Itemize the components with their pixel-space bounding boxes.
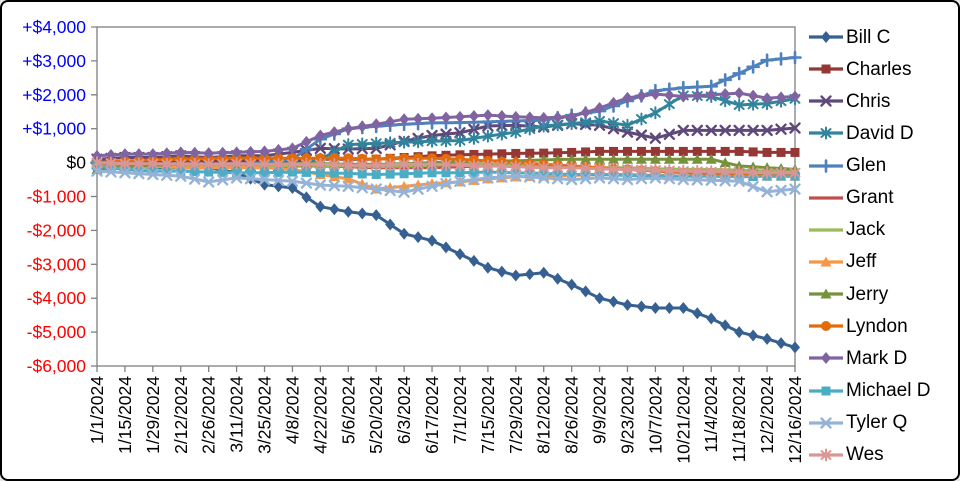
legend-marker-jeff-icon	[809, 256, 843, 267]
legend-label-chris: Chris	[846, 90, 891, 112]
y-axis-label: +$3,000	[22, 51, 86, 71]
x-axis-label: 7/29/2024	[506, 376, 526, 454]
x-axis-label: 11/4/2024	[701, 376, 721, 453]
x-axis-label: 5/20/2024	[366, 376, 386, 454]
series-tyler-q	[91, 165, 801, 198]
x-axis-label: 2/26/2024	[199, 376, 219, 454]
legend-marker-mark-d-icon	[809, 352, 843, 365]
legend-item-wes: Wes	[808, 440, 958, 470]
x-axis-label: 5/6/2024	[338, 376, 358, 444]
legend-marker-bill-c-icon	[809, 31, 843, 43]
x-axis-label: 3/25/2024	[255, 376, 275, 454]
legend-item-michael-d: Michael D	[808, 376, 958, 406]
legend-label-charles: Charles	[846, 58, 912, 80]
legend-item-charles: Charles	[808, 54, 958, 84]
legend-label-glen: Glen	[846, 155, 887, 177]
series-wes	[91, 156, 801, 180]
y-axis-label: -$3,000	[27, 254, 87, 274]
y-axis-label: +$2,000	[22, 85, 86, 105]
y-axis-label: -$1,000	[27, 187, 87, 207]
x-axis-label: 1/29/2024	[143, 376, 163, 454]
legend-marker-glen-icon	[809, 158, 843, 173]
legend-label-grant: Grant	[846, 187, 894, 209]
x-axis-label: 7/15/2024	[478, 376, 498, 454]
y-axis-label: -$2,000	[27, 220, 87, 240]
legend-label-wes: Wes	[846, 444, 884, 466]
plot-border	[96, 26, 796, 367]
x-axis-label: 9/9/2024	[590, 376, 610, 444]
x-axis-label: 7/1/2024	[450, 376, 470, 444]
legend-label-bill-c: Bill C	[846, 26, 891, 48]
y-axis-label: -$4,000	[27, 288, 87, 308]
legend-item-glen: Glen	[808, 151, 958, 181]
x-axis-label: 9/23/2024	[617, 376, 637, 454]
legend-marker-grant-icon	[809, 196, 843, 200]
legend-label-jack: Jack	[846, 219, 886, 241]
legend-label-michael-d: Michael D	[846, 380, 931, 402]
legend-label-mark-d: Mark D	[846, 347, 908, 369]
x-axis-label: 1/1/2024	[87, 376, 107, 444]
y-axis-label: $0	[67, 153, 87, 173]
legend-item-chris: Chris	[808, 86, 958, 116]
x-axis-label: 6/3/2024	[394, 376, 414, 444]
legend-item-jerry: Jerry	[808, 279, 958, 309]
y-axis-label: -$5,000	[27, 322, 87, 342]
legend-item-tyler-q: Tyler Q	[808, 408, 958, 438]
legend-marker-lyndon-icon	[809, 321, 843, 332]
legend-marker-wes-icon	[809, 448, 843, 462]
y-axis-label: +$1,000	[22, 119, 86, 139]
legend-label-tyler-q: Tyler Q	[846, 412, 908, 434]
y-axis-label: +$4,000	[22, 17, 86, 37]
y-axis-label: -$6,000	[27, 356, 87, 376]
x-axis-label: 8/12/2024	[534, 376, 554, 454]
x-axis-label: 10/21/2024	[673, 376, 693, 464]
series-mark-d	[92, 87, 800, 162]
legend-label-david-d: David D	[846, 122, 914, 144]
x-axis-label: 12/2/2024	[757, 376, 777, 454]
x-axis-label: 6/17/2024	[422, 376, 442, 454]
legend-label-jerry: Jerry	[846, 283, 889, 305]
x-axis-label: 3/11/2024	[227, 376, 247, 453]
x-axis-label: 4/8/2024	[282, 376, 302, 444]
x-axis-label: 1/15/2024	[115, 376, 135, 454]
legend-label-lyndon: Lyndon	[846, 315, 908, 337]
legend-item-grant: Grant	[808, 183, 958, 213]
x-axis-label: 4/22/2024	[310, 376, 330, 454]
x-axis-label: 11/18/2024	[729, 376, 749, 463]
chart-legend: Bill C Charles Chris David D Glen Grant Jack Je…	[808, 22, 958, 470]
legend-marker-david-d-icon	[809, 126, 843, 140]
legend-marker-michael-d-icon	[809, 386, 843, 396]
legend-marker-jerry-icon	[809, 288, 843, 299]
legend-label-jeff: Jeff	[846, 251, 877, 273]
x-axis-label: 8/26/2024	[562, 376, 582, 454]
legend-item-jeff: Jeff	[808, 247, 958, 277]
legend-marker-jack-icon	[809, 228, 843, 232]
x-axis-label: 12/16/2024	[785, 376, 805, 464]
legend-marker-charles-icon	[809, 64, 843, 74]
legend-item-jack: Jack	[808, 215, 958, 245]
legend-item-lyndon: Lyndon	[808, 311, 958, 341]
legend-item-mark-d: Mark D	[808, 343, 958, 373]
x-axis-label: 10/7/2024	[645, 376, 665, 454]
legend-marker-tyler-q-icon	[809, 416, 843, 429]
legend-marker-chris-icon	[809, 95, 843, 107]
x-axis-label: 2/12/2024	[171, 376, 191, 454]
legend-item-david-d: David D	[808, 118, 958, 148]
legend-item-bill-c: Bill C	[808, 22, 958, 52]
